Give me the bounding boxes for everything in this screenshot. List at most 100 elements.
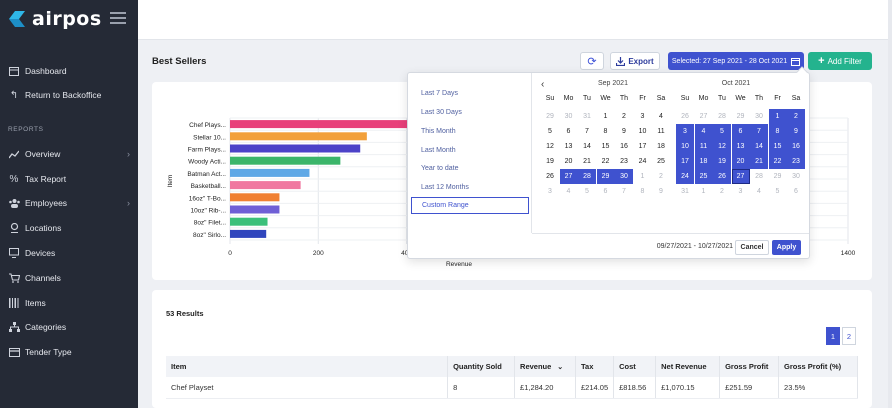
calendar-day[interactable]: 8 xyxy=(603,128,608,135)
calendar-day[interactable]: 27 xyxy=(731,169,750,184)
page-button-2[interactable]: 2 xyxy=(842,327,856,345)
hamburger-menu-icon[interactable] xyxy=(110,12,126,24)
sidebar-item-channels[interactable]: Channels xyxy=(8,272,130,284)
calendar-day[interactable]: 9 xyxy=(622,128,626,135)
calendar-day[interactable]: 4 xyxy=(757,188,761,195)
calendar-day[interactable]: 23 xyxy=(620,158,628,165)
date-range-button[interactable]: Selected: 27 Sep 2021 - 28 Oct 2021 xyxy=(668,52,804,70)
calendar-day[interactable]: 16 xyxy=(620,143,628,150)
calendar-day[interactable]: 29 xyxy=(736,113,745,120)
refresh-button[interactable]: ⟳ xyxy=(580,52,604,70)
calendar-day[interactable]: 29 xyxy=(596,169,615,184)
calendar-day[interactable]: 26 xyxy=(681,113,689,120)
calendar-day[interactable]: 29 xyxy=(546,113,554,120)
export-button[interactable]: Export xyxy=(610,52,660,70)
sidebar-item-tender-type[interactable]: Tender Type xyxy=(8,346,130,358)
calendar-day[interactable]: 9 xyxy=(659,188,663,195)
calendar-day[interactable]: 1 xyxy=(640,173,645,180)
calendar-day[interactable]: 30 xyxy=(564,113,573,120)
calendar-day[interactable]: 10 xyxy=(638,128,647,135)
column-header-quantity-sold[interactable]: Quantity Sold xyxy=(447,356,516,377)
range-last-month[interactable]: Last Month xyxy=(421,147,456,154)
range-custom-range[interactable]: Custom Range xyxy=(411,197,529,214)
calendar-day[interactable]: 17 xyxy=(638,143,647,150)
table-row[interactable]: Chef Playset 8 £1,284.20 £214.05 £818.56… xyxy=(166,377,858,399)
sidebar-item-overview[interactable]: Overview › xyxy=(8,148,130,160)
sidebar-item-employees[interactable]: Employees › xyxy=(8,197,130,209)
calendar-day[interactable]: 2 xyxy=(622,113,626,120)
calendar-day[interactable]: 28 xyxy=(755,173,763,180)
sidebar-item-devices[interactable]: Devices xyxy=(8,247,130,259)
calendar-day[interactable]: 18 xyxy=(657,143,665,150)
calendar-day[interactable]: 5 xyxy=(548,128,552,135)
calendar-day[interactable]: 30 xyxy=(615,169,633,184)
sidebar-item-items[interactable]: Items xyxy=(8,297,130,309)
calendar-day[interactable]: 22 xyxy=(768,154,787,169)
calendar-day[interactable]: 1 xyxy=(603,113,608,120)
range-last-12-months[interactable]: Last 12 Months xyxy=(421,184,469,191)
range-last-30-days[interactable]: Last 30 Days xyxy=(421,109,462,116)
calendar-day[interactable]: 7 xyxy=(750,124,768,139)
calendar-day[interactable]: 3 xyxy=(738,188,743,195)
calendar-day[interactable]: 4 xyxy=(694,124,713,139)
calendar-day[interactable]: 29 xyxy=(773,173,782,180)
calendar-day[interactable]: 5 xyxy=(775,188,780,195)
calendar-day[interactable]: 4 xyxy=(566,188,571,195)
calendar-day[interactable]: 11 xyxy=(694,139,713,154)
add-filter-button[interactable]: + Add Filter xyxy=(808,52,872,70)
calendar-day[interactable]: 30 xyxy=(755,113,763,120)
cancel-button[interactable]: Cancel xyxy=(735,240,769,255)
calendar-day[interactable]: 11 xyxy=(657,128,665,135)
calendar-day[interactable]: 5 xyxy=(585,188,589,195)
calendar-day[interactable]: 28 xyxy=(578,169,596,184)
calendar-day[interactable]: 12 xyxy=(713,139,731,154)
calendar-day[interactable]: 20 xyxy=(731,154,750,169)
calendar-day[interactable]: 1 xyxy=(768,109,787,124)
calendar-day[interactable]: 2 xyxy=(720,188,724,195)
calendar-day[interactable]: 5 xyxy=(713,124,731,139)
calendar-day[interactable]: 19 xyxy=(546,158,554,165)
sidebar-item-dashboard[interactable]: Dashboard xyxy=(8,65,130,77)
sidebar-item-locations[interactable]: Locations xyxy=(8,222,130,234)
calendar-day[interactable]: 12 xyxy=(546,143,554,150)
calendar-day[interactable]: 6 xyxy=(731,124,750,139)
calendar-day[interactable]: 22 xyxy=(601,158,610,165)
calendar-day[interactable]: 14 xyxy=(583,143,591,150)
column-header-net-revenue[interactable]: Net Revenue xyxy=(655,356,721,377)
column-header-gross-profit[interactable]: Gross Profit xyxy=(719,356,780,377)
calendar-day[interactable]: 23 xyxy=(787,154,805,169)
range-this-month[interactable]: This Month xyxy=(421,128,456,135)
apply-button[interactable]: Apply xyxy=(772,240,801,255)
range-year-to-date[interactable]: Year to date xyxy=(421,165,459,172)
page-button-1[interactable]: 1 xyxy=(826,327,840,345)
logo[interactable]: airpos xyxy=(8,8,102,30)
calendar-day[interactable]: 31 xyxy=(583,113,591,120)
calendar-day[interactable]: 24 xyxy=(638,158,647,165)
column-header-item[interactable]: Item xyxy=(166,356,449,377)
calendar-day[interactable]: 2 xyxy=(659,173,663,180)
calendar-day[interactable]: 25 xyxy=(657,158,665,165)
calendar-day[interactable]: 7 xyxy=(585,128,589,135)
calendar-day[interactable]: 9 xyxy=(787,124,805,139)
calendar-day[interactable]: 15 xyxy=(601,143,610,150)
calendar-day[interactable]: 1 xyxy=(701,188,706,195)
calendar-day[interactable]: 31 xyxy=(681,188,689,195)
sidebar-item-tax-report[interactable]: % Tax Report xyxy=(8,173,130,185)
calendar-day[interactable]: 10 xyxy=(676,139,694,154)
calendar-day[interactable]: 3 xyxy=(640,113,645,120)
calendar-day[interactable]: 6 xyxy=(566,128,571,135)
calendar-day[interactable]: 3 xyxy=(676,124,694,139)
page-scrollbar[interactable] xyxy=(888,0,892,408)
calendar-day[interactable]: 25 xyxy=(694,169,713,184)
sidebar-item-return-to-backoffice[interactable]: ↰ Return to Backoffice xyxy=(8,89,130,101)
calendar-day[interactable]: 14 xyxy=(750,139,768,154)
calendar-day[interactable]: 13 xyxy=(564,143,573,150)
calendar-day[interactable]: 3 xyxy=(548,188,552,195)
calendar-day[interactable]: 26 xyxy=(546,173,554,180)
calendar-day[interactable]: 30 xyxy=(792,173,800,180)
calendar-day[interactable]: 16 xyxy=(787,139,805,154)
calendar-day[interactable]: 27 xyxy=(699,113,708,120)
calendar-day[interactable]: 17 xyxy=(676,154,694,169)
calendar-day[interactable]: 21 xyxy=(750,154,768,169)
column-header-gross-profit-pct[interactable]: Gross Profit (%) xyxy=(778,356,858,377)
